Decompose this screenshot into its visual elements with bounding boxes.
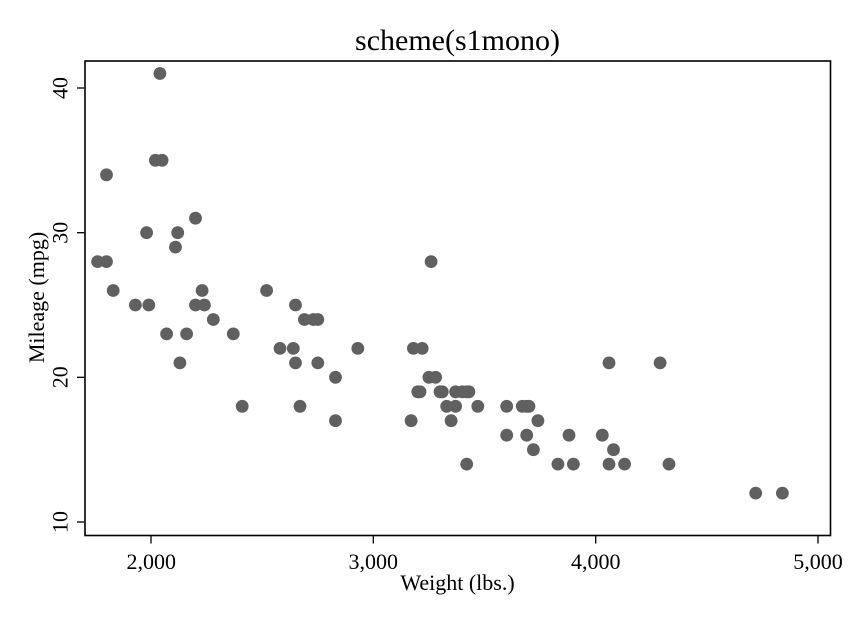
svg-text:20: 20 (48, 366, 73, 388)
svg-text:3,000: 3,000 (349, 549, 399, 574)
svg-text:2,000: 2,000 (126, 549, 176, 574)
svg-text:Weight (lbs.): Weight (lbs.) (400, 570, 514, 595)
svg-text:4,000: 4,000 (571, 549, 621, 574)
svg-text:Mileage (mpg): Mileage (mpg) (24, 232, 49, 363)
svg-text:10: 10 (48, 511, 73, 533)
svg-text:30: 30 (48, 222, 73, 244)
svg-text:40: 40 (48, 77, 73, 99)
svg-text:scheme(s1mono): scheme(s1mono) (355, 24, 560, 57)
svg-text:5,000: 5,000 (793, 549, 843, 574)
